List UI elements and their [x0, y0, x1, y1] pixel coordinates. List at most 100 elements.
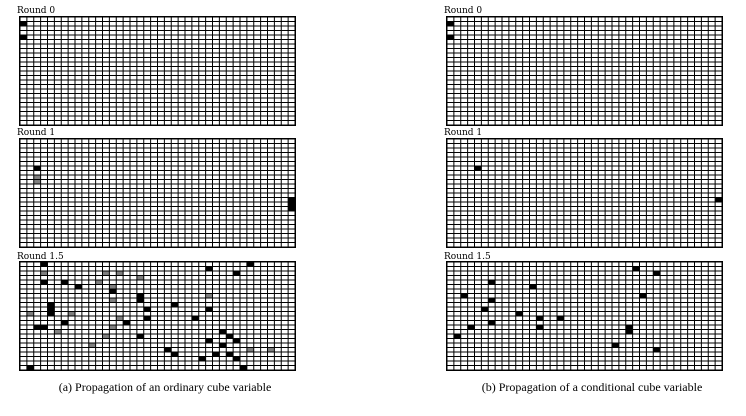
grid-cell	[667, 162, 674, 166]
grid-cell	[158, 316, 164, 320]
grid-cell	[633, 40, 639, 44]
grid-cell	[633, 89, 639, 93]
grid-cell	[27, 22, 34, 26]
grid-cell	[578, 80, 584, 84]
grid-cell	[96, 234, 102, 238]
grid-cell	[708, 40, 715, 44]
grid-cell	[123, 325, 130, 329]
grid-cell	[213, 166, 219, 170]
grid-cell	[54, 116, 61, 120]
grid-cell	[674, 238, 681, 242]
grid-cell	[288, 294, 295, 298]
grid-cell	[516, 166, 523, 170]
grid-cell	[75, 121, 82, 125]
grid-cell	[274, 321, 281, 325]
grid-cell	[178, 98, 185, 102]
grid-cell	[130, 148, 137, 152]
grid-cell	[660, 202, 667, 206]
grid-cell	[516, 35, 523, 39]
grid-cell	[695, 198, 701, 202]
grid-cell	[144, 76, 151, 80]
grid-cell	[274, 94, 281, 98]
grid-cell	[447, 198, 454, 202]
grid-cell	[48, 343, 54, 347]
grid-cell	[288, 44, 295, 48]
grid-cell	[158, 298, 164, 302]
grid-cell	[199, 339, 206, 343]
grid-cell	[495, 175, 502, 179]
grid-cell	[516, 22, 523, 26]
grid-cell	[543, 85, 550, 89]
partial-bit-cell	[41, 271, 47, 275]
grid-cell	[633, 31, 639, 35]
grid-cell	[557, 271, 564, 275]
grid-cell	[640, 67, 646, 71]
grid-cell	[123, 67, 130, 71]
grid-cell	[41, 189, 47, 193]
grid-cell	[54, 80, 61, 84]
grid-cell	[199, 207, 206, 211]
grid-cell	[509, 71, 516, 75]
grid-cell	[164, 180, 171, 184]
grid-cell	[219, 139, 226, 143]
grid-cell	[219, 17, 226, 21]
active-bit-cell	[41, 262, 47, 266]
grid-cell	[48, 321, 54, 325]
grid-cell	[261, 198, 267, 202]
grid-cell	[41, 85, 47, 89]
grid-cell	[564, 107, 571, 111]
grid-cell	[103, 44, 109, 48]
grid-cell	[495, 53, 502, 57]
grid-cell	[206, 189, 212, 193]
grid-cell	[571, 121, 578, 125]
grid-cell	[578, 262, 584, 266]
grid-cell	[226, 103, 233, 107]
grid-cell	[219, 107, 226, 111]
grid-cell	[461, 17, 468, 21]
grid-cell	[158, 339, 164, 343]
grid-cell	[591, 207, 598, 211]
grid-cell	[109, 294, 116, 298]
grid-cell	[75, 262, 82, 266]
grid-cell	[530, 262, 536, 266]
grid-cell	[103, 276, 109, 280]
grid-cell	[206, 98, 212, 102]
grid-cell	[530, 157, 536, 161]
grid-cell	[550, 58, 557, 62]
grid-cell	[557, 225, 564, 229]
grid-cell	[48, 121, 54, 125]
grid-cell	[701, 234, 708, 238]
grid-cell	[530, 139, 536, 143]
grid-cell	[75, 67, 82, 71]
grid-cell	[536, 58, 543, 62]
grid-cell	[158, 234, 164, 238]
grid-cell	[123, 166, 130, 170]
grid-cell	[144, 325, 151, 329]
grid-cell	[20, 330, 27, 334]
grid-cell	[688, 89, 694, 93]
grid-cell	[219, 112, 226, 116]
grid-cell	[564, 216, 571, 220]
grid-cell	[701, 262, 708, 266]
active-bit-cell	[34, 166, 41, 170]
grid-cell	[226, 312, 233, 316]
grid-cell	[523, 89, 529, 93]
grid-cell	[261, 276, 267, 280]
grid-cell	[612, 166, 619, 170]
grid-cell	[137, 121, 144, 125]
grid-cell	[274, 271, 281, 275]
grid-cell	[701, 193, 708, 197]
grid-cell	[591, 276, 598, 280]
grid-cell	[708, 116, 715, 120]
grid-cell	[123, 234, 130, 238]
grid-cell	[206, 153, 212, 157]
grid-cell	[715, 98, 722, 102]
grid-cell	[550, 193, 557, 197]
grid-cell	[41, 234, 47, 238]
grid-cell	[151, 157, 157, 161]
grid-cell	[502, 211, 509, 215]
grid-cell	[509, 89, 516, 93]
grid-cell	[144, 211, 151, 215]
grid-cell	[481, 184, 488, 188]
active-bit-cell	[123, 321, 130, 325]
